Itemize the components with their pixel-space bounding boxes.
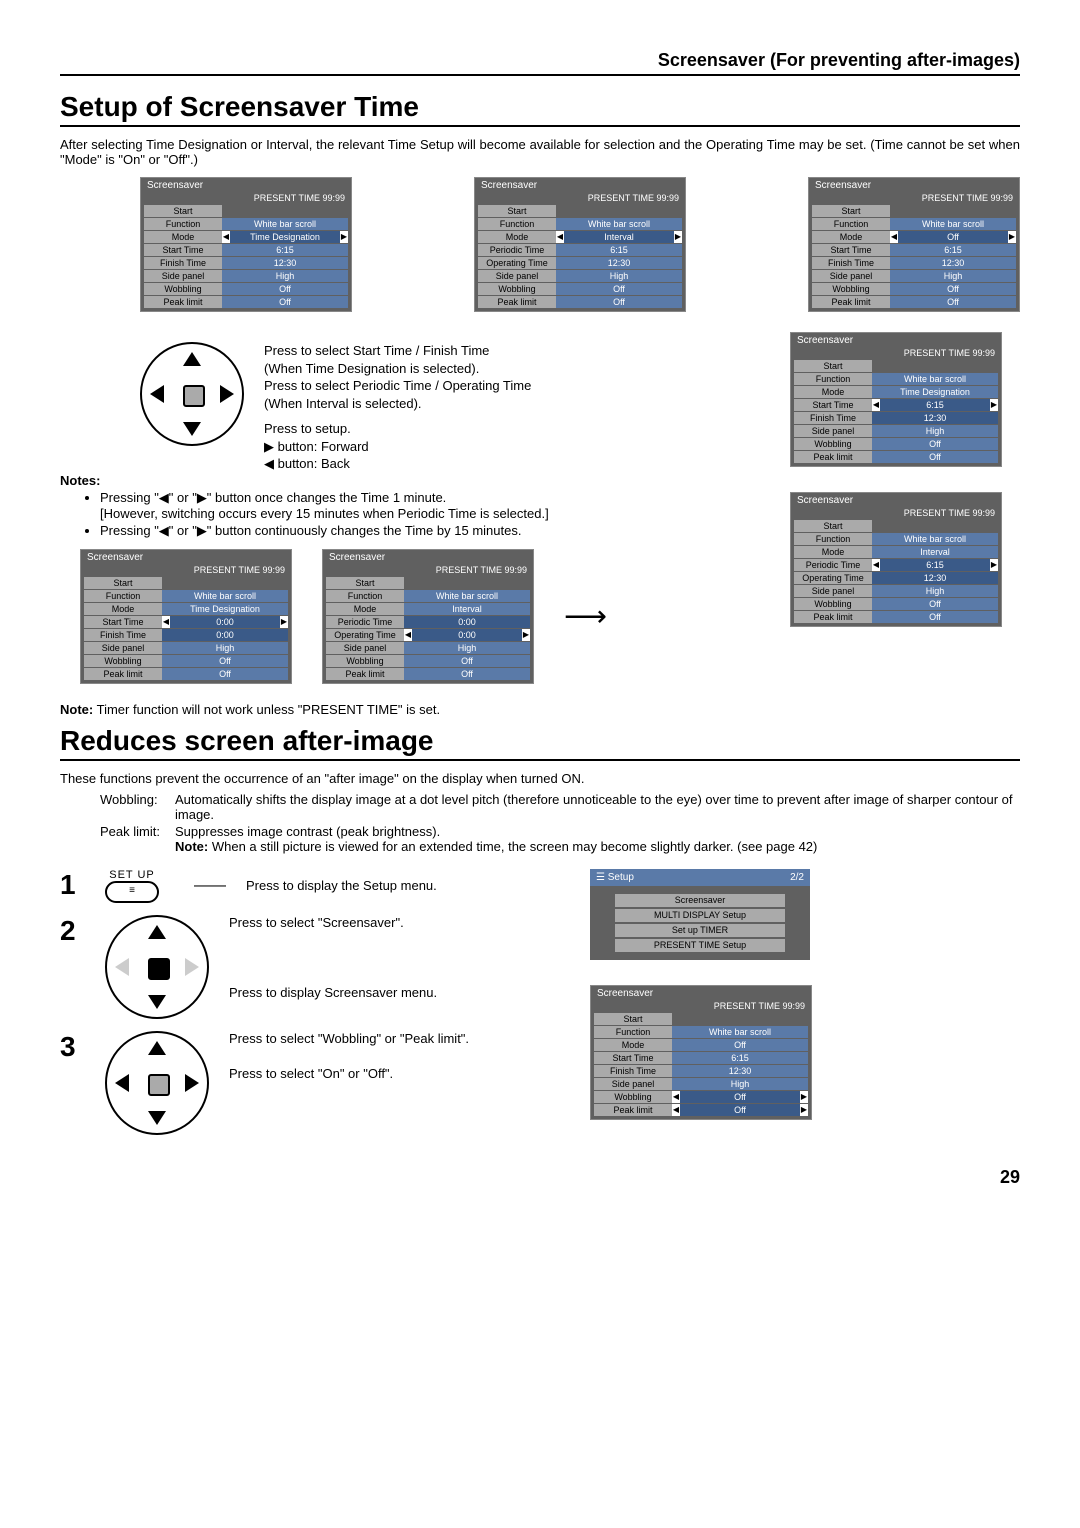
setup-menu-item[interactable]: Set up TIMER xyxy=(615,924,785,937)
inline-note-label: Note: xyxy=(175,839,208,854)
def-text: Automatically shifts the display image a… xyxy=(175,792,1020,822)
instr-line: (When Interval is selected). xyxy=(264,395,531,413)
down-arrow-icon xyxy=(183,422,201,436)
up-arrow-icon xyxy=(148,1041,166,1055)
center-button[interactable] xyxy=(148,958,170,980)
up-arrow-icon xyxy=(148,925,166,939)
instr-line: Press to select Start Time / Finish Time xyxy=(264,342,531,360)
page-number: 29 xyxy=(60,1167,1020,1188)
instr-line: Press to select Periodic Time / Operatin… xyxy=(264,377,531,395)
note-bullet: Pressing "◀" or "▶" button once changes … xyxy=(100,490,760,521)
setup-menu-item[interactable]: PRESENT TIME Setup xyxy=(615,939,785,952)
steps-left: 1 SET UP ≡ —— Press to display the Setup… xyxy=(60,869,560,1147)
left-arrow-icon xyxy=(115,1074,129,1092)
step-text: Press to select "Wobbling" or "Peak limi… xyxy=(229,1031,560,1081)
menu-h: ScreensaverPRESENT TIME 99:99StartFuncti… xyxy=(590,985,812,1120)
section-title-setup: Setup of Screensaver Time xyxy=(60,91,1020,127)
inline-note-text: When a still picture is viewed for an ex… xyxy=(212,839,818,854)
setup-button-label: SET UP xyxy=(105,869,159,881)
step-line: Press to select "Screensaver". xyxy=(229,915,560,930)
step-3: 3 Press to select "Wobbling" or "Peak li… xyxy=(60,1031,560,1135)
note-subtext: [However, switching occurs every 15 minu… xyxy=(100,506,549,521)
steps-right: ☰ Setup 2/2 Screensaver MULTI DISPLAY Se… xyxy=(590,869,825,1147)
instr-line: Press to setup. xyxy=(264,420,531,438)
right-arrow-icon xyxy=(185,958,199,976)
section-title-reduces: Reduces screen after-image xyxy=(60,725,1020,761)
step-number: 3 xyxy=(60,1031,85,1063)
right-arrow-icon xyxy=(185,1074,199,1092)
instr-line: ▶ button: Forward xyxy=(264,438,531,456)
page-header: Screensaver (For preventing after-images… xyxy=(60,50,1020,76)
note-text: Timer function will not work unless "PRE… xyxy=(97,702,440,717)
flow-arrow-icon: ⟶ xyxy=(564,599,607,634)
peaklimit-def: Peak limit: Suppresses image contrast (p… xyxy=(100,824,1020,854)
step-number: 1 xyxy=(60,869,85,901)
instruction-block: Press to select Start Time / Finish Time… xyxy=(140,342,760,473)
step-line: Press to select "Wobbling" or "Peak limi… xyxy=(229,1031,560,1046)
step-text: Press to select "Screensaver". Press to … xyxy=(229,915,560,1000)
step-line: Press to display Screensaver menu. xyxy=(229,985,560,1000)
def-text: Suppresses image contrast (peak brightne… xyxy=(175,824,1020,854)
menu-c: ScreensaverPRESENT TIME 99:99StartFuncti… xyxy=(808,177,1020,312)
steps-area: 1 SET UP ≡ —— Press to display the Setup… xyxy=(60,869,1020,1147)
section1-intro: After selecting Time Designation or Inte… xyxy=(60,137,1020,167)
instruction-text: Press to select Start Time / Finish Time… xyxy=(264,342,531,473)
setup-button[interactable]: SET UP ≡ xyxy=(105,869,159,903)
down-arrow-icon xyxy=(148,995,166,1009)
left-arrow-icon xyxy=(115,958,129,976)
down-arrow-icon xyxy=(148,1111,166,1125)
setup-menu-page: 2/2 xyxy=(790,872,804,883)
menu-d: ScreensaverPRESENT TIME 99:99StartFuncti… xyxy=(790,332,1002,467)
note-text: Pressing "◀" or "▶" button once changes … xyxy=(100,490,446,505)
section2-intro: These functions prevent the occurrence o… xyxy=(60,771,1020,786)
right-arrow-icon xyxy=(220,385,234,403)
notes-label: Notes: xyxy=(60,473,100,488)
step-text: Press to display the Setup menu. xyxy=(246,878,560,893)
menu-b: ScreensaverPRESENT TIME 99:99StartFuncti… xyxy=(474,177,686,312)
dpad-control[interactable] xyxy=(105,1031,209,1135)
dpad-control[interactable] xyxy=(105,915,209,1019)
dpad-control[interactable] xyxy=(140,342,244,446)
instr-line: (When Time Designation is selected). xyxy=(264,360,531,378)
setup-menu: ☰ Setup 2/2 Screensaver MULTI DISPLAY Se… xyxy=(590,869,810,960)
setup-menu-item[interactable]: MULTI DISPLAY Setup xyxy=(615,909,785,922)
menu-g: ScreensaverPRESENT TIME 99:99StartFuncti… xyxy=(322,549,534,684)
step-line: Press to select "On" or "Off". xyxy=(229,1066,560,1081)
note-bullet: Pressing "◀" or "▶" button continuously … xyxy=(100,523,760,539)
setup-menu-title: ☰ Setup xyxy=(596,872,634,883)
menu-e: ScreensaverPRESENT TIME 99:99StartFuncti… xyxy=(790,492,1002,627)
menu-a: ScreensaverPRESENT TIME 99:99StartFuncti… xyxy=(140,177,352,312)
step-2: 2 Press to select "Screensaver". Press t… xyxy=(60,915,560,1019)
instr-line: ◀ button: Back xyxy=(264,455,531,473)
def-label: Wobbling: xyxy=(100,792,175,822)
menu-f: ScreensaverPRESENT TIME 99:99StartFuncti… xyxy=(80,549,292,684)
right-column: ScreensaverPRESENT TIME 99:99StartFuncti… xyxy=(790,332,1020,694)
step-number: 2 xyxy=(60,915,85,947)
setup-title-text: Setup xyxy=(608,872,634,883)
setup-menu-header: ☰ Setup 2/2 xyxy=(590,869,810,886)
center-button[interactable] xyxy=(148,1074,170,1096)
timer-note: Note: Timer function will not work unles… xyxy=(60,702,1020,717)
note-label: Note: xyxy=(60,702,93,717)
setup-menu-item[interactable]: Screensaver xyxy=(615,894,785,907)
wobbling-def: Wobbling: Automatically shifts the displ… xyxy=(100,792,1020,822)
def-text-main: Suppresses image contrast (peak brightne… xyxy=(175,824,440,839)
center-button[interactable] xyxy=(183,385,205,407)
menu-row-bottom: ScreensaverPRESENT TIME 99:99StartFuncti… xyxy=(80,549,760,684)
step-1: 1 SET UP ≡ —— Press to display the Setup… xyxy=(60,869,560,903)
setup-button-icon: ≡ xyxy=(105,881,159,903)
menu-row-top: ScreensaverPRESENT TIME 99:99StartFuncti… xyxy=(140,177,1020,312)
up-arrow-icon xyxy=(183,352,201,366)
left-arrow-icon xyxy=(150,385,164,403)
def-label: Peak limit: xyxy=(100,824,175,854)
notes-list: Pressing "◀" or "▶" button once changes … xyxy=(60,490,760,539)
